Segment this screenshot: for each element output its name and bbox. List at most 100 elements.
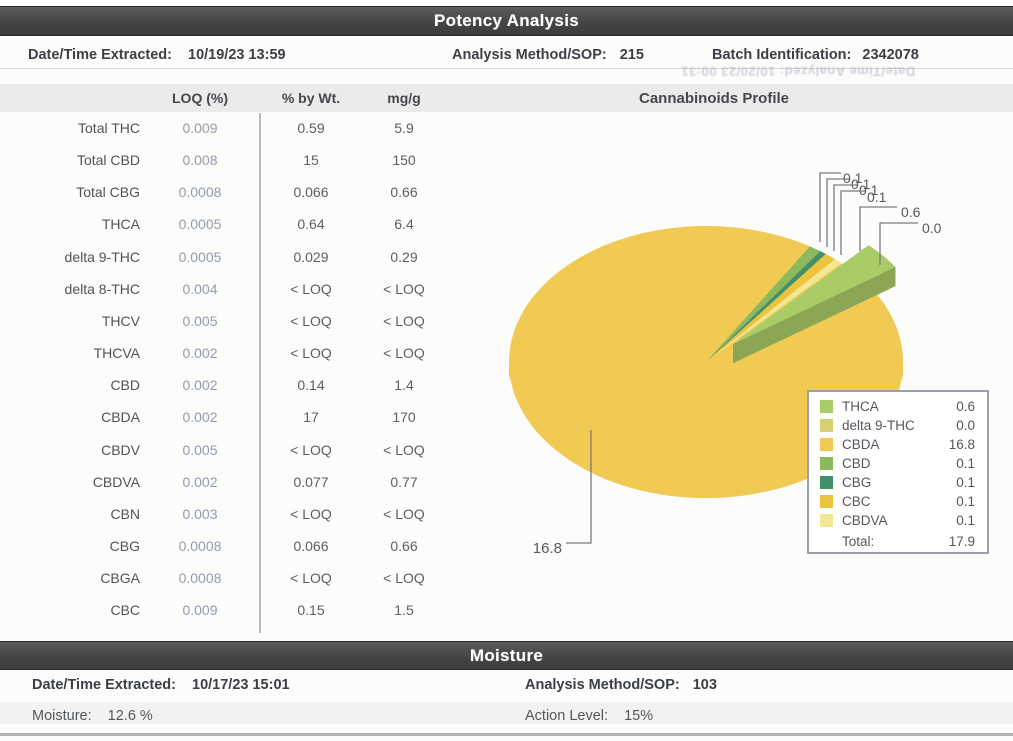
legend-swatch [820,419,833,432]
wt-value: < LOQ [290,505,332,522]
mgg-value: < LOQ [383,505,425,522]
mgg-value: 150 [392,152,416,169]
mgg-value: 170 [392,409,416,426]
analyte-name: CBD [110,377,140,394]
batch-label: Batch Identification: [712,47,852,63]
chart-title: Cannabinoids Profile [638,90,789,107]
callout-leader-line [833,184,857,251]
legend-row: delta 9-THC 0.0 [809,416,987,435]
analyte-name: THCV [101,312,140,329]
table-row: Total CBG 0.0008 0.066 0.66 [0,176,480,208]
callout-label: 0.1 [867,189,887,205]
analyte-name: Total CBG [76,184,140,201]
loq-value: 0.003 [182,505,218,522]
mgg-value: 0.29 [390,248,418,265]
legend-swatch [820,457,833,470]
loq-value: 0.0005 [178,248,222,265]
mgg-value: 1.5 [394,602,414,619]
batch-value: 2342078 [862,47,919,63]
scan-artifact-band [0,702,1013,724]
legend-value: 16.8 [948,437,975,452]
callout-label: 16.8 [533,540,562,557]
legend-label: CBDVA [842,513,888,528]
analyte-name: Total CBD [76,152,140,169]
wt-value: 0.15 [297,602,325,619]
table-row: CBDV 0.005 < LOQ < LOQ [0,434,480,466]
wt-value: 17 [303,409,319,426]
table-row: THCV 0.005 < LOQ < LOQ [0,305,480,337]
legend-swatch [820,476,833,489]
table-row: THCA 0.0005 0.64 6.4 [0,208,480,240]
pie-slice-cbd [706,246,821,362]
loq-value: 0.002 [182,409,218,426]
mgg-value: 5.9 [394,120,414,136]
analyte-name: CBG [109,537,140,554]
moisture-method-info: Analysis Method/SOP: 103 [525,677,717,693]
potency-section-bar: Potency Analysis [0,6,1013,36]
analyte-name: delta 9-THC [64,248,140,265]
loq-value: 0.0008 [178,184,222,201]
legend-swatch [820,514,833,527]
wt-value: 0.14 [297,377,325,394]
moisture-extraction-info: Date/Time Extracted: 10/17/23 15:01 [32,677,290,693]
action-level-label: Action Level: [525,708,609,724]
callout-label: 0.1 [843,170,863,186]
column-header-band [0,84,1013,112]
loq-value: 0.0008 [178,537,222,554]
col-header-mgg: mg/g [387,90,421,106]
legend-rows: THCA 0.6 delta 9-THC 0.0 CBDA 16.8 CBD 0.1 CBG 0.… [809,397,987,551]
loq-value: 0.002 [182,473,218,490]
table-column-divider [259,113,261,633]
callout-label: 0.1 [851,176,871,192]
table-row: Total CBD 0.008 15 150 [0,144,480,176]
date-extracted-label: Date/Time Extracted: [28,47,172,63]
mgg-value: < LOQ [383,312,425,329]
potency-table-body: Total THC 0.009 0.59 5.9 Total CBD 0.008 15 150… [0,0,480,640]
mgg-value: < LOQ [383,441,425,458]
table-row: delta 8-THC 0.004 < LOQ < LOQ [0,273,480,305]
legend-swatch [820,438,833,451]
analyte-name: CBN [110,505,140,522]
analyte-name: CBC [110,602,140,619]
legend-value: 0.0 [956,418,975,433]
analyte-name: THCA [101,216,140,233]
callout-leader-line [859,206,897,251]
loq-value: 0.008 [182,152,218,169]
callout-leader-line [879,222,918,265]
table-row: CBC 0.009 0.15 1.5 [0,594,480,626]
wt-value: 15 [303,152,319,169]
method-info: Analysis Method/SOP: 215 [452,47,644,63]
legend-value: 0.1 [956,456,975,471]
divider-rule [0,68,1013,69]
callout-leader-line [819,172,841,242]
analyte-name: Total THC [78,120,140,136]
pie-slice-cbc [706,254,835,362]
legend-row: CBG 0.1 [809,473,987,492]
wt-value: < LOQ [290,312,332,329]
analyte-name: CBGA [100,570,140,587]
moisture-result-value: 12.6 % [107,708,153,724]
legend-label: CBDA [842,437,880,452]
legend-row: CBDA 16.8 [809,435,987,454]
pie-slice-cbg [706,251,826,362]
legend-label: CBG [842,475,872,490]
table-row: CBDVA 0.002 0.077 0.77 [0,466,480,498]
callout-leader-line [566,430,592,544]
moisture-result: Moisture: 12.6 % [32,708,153,724]
col-header-wt: % by Wt. [281,90,341,106]
legend-label: THCA [842,399,879,414]
pie-slice-cbdva [706,259,842,362]
loq-value: 0.005 [182,312,218,329]
legend-value: 0.6 [956,399,975,414]
legend-label: delta 9-THC [842,418,915,433]
pie-wedge-edge-thca [733,266,896,364]
loq-value: 0.002 [182,345,218,362]
table-row: CBGA 0.0008 < LOQ < LOQ [0,562,480,594]
action-level-value: 15% [624,708,654,724]
mgg-value: < LOQ [383,280,425,297]
legend-label: CBC [842,494,871,509]
pie-slice-thca [733,245,896,344]
moisture-section-title: Moisture [469,645,544,665]
batch-info: Batch Identification: 2342078 [712,47,919,63]
moisture-date-label: Date/Time Extracted: [32,677,176,693]
